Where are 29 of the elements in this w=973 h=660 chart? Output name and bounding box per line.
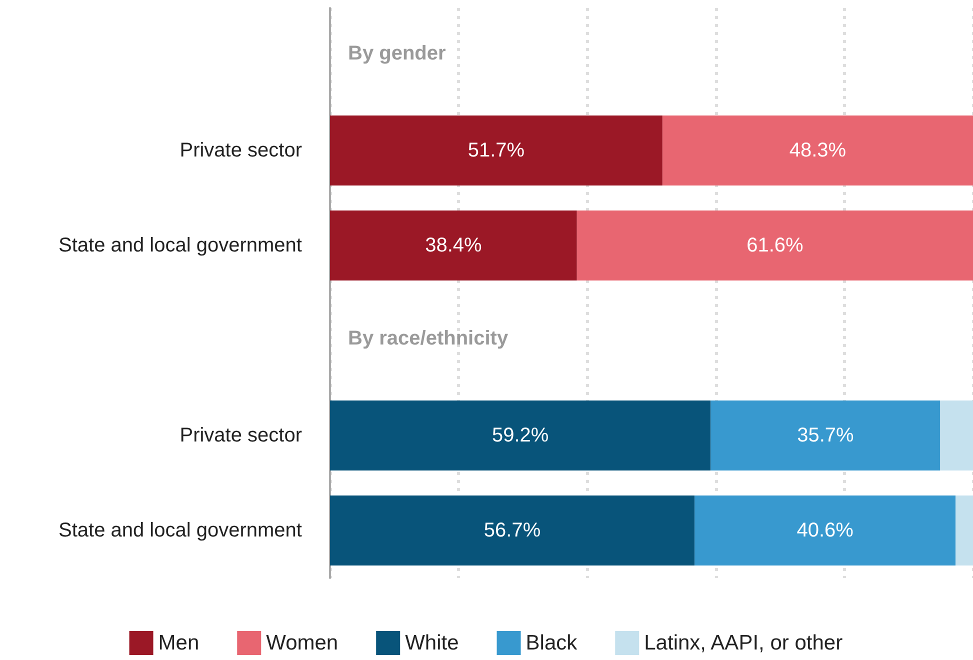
legend-label: Latinx, AAPI, or other xyxy=(644,632,843,654)
data-label: 35.7% xyxy=(797,424,854,446)
legend-label: Black xyxy=(526,632,578,654)
legend-label: White xyxy=(405,632,459,654)
data-label: 61.6% xyxy=(746,234,804,256)
bar xyxy=(330,210,577,280)
bar xyxy=(956,496,973,566)
bar xyxy=(710,400,940,470)
y-tick-label: State and local government xyxy=(58,234,302,256)
bar xyxy=(694,496,956,566)
y-tick-label: Private sector xyxy=(180,140,302,162)
legend-label: Men xyxy=(158,632,200,654)
legend-label: Women xyxy=(266,632,338,654)
data-label: 56.7% xyxy=(484,520,541,542)
annotation: By race/ethnicity xyxy=(348,328,509,350)
data-label: 48.3% xyxy=(789,140,846,162)
bar xyxy=(330,116,662,186)
bar xyxy=(940,400,973,470)
data-label: 51.7% xyxy=(468,140,525,162)
y-tick-label: Private sector xyxy=(180,424,302,446)
bar xyxy=(330,496,695,566)
annotation: By gender xyxy=(348,42,446,64)
bar xyxy=(662,116,973,186)
bar xyxy=(330,400,711,470)
data-label: 59.2% xyxy=(492,424,549,446)
y-tick-label: State and local government xyxy=(58,520,302,542)
bar xyxy=(576,210,973,280)
data-label: 40.6% xyxy=(796,520,854,542)
data-label: 38.4% xyxy=(425,234,482,256)
